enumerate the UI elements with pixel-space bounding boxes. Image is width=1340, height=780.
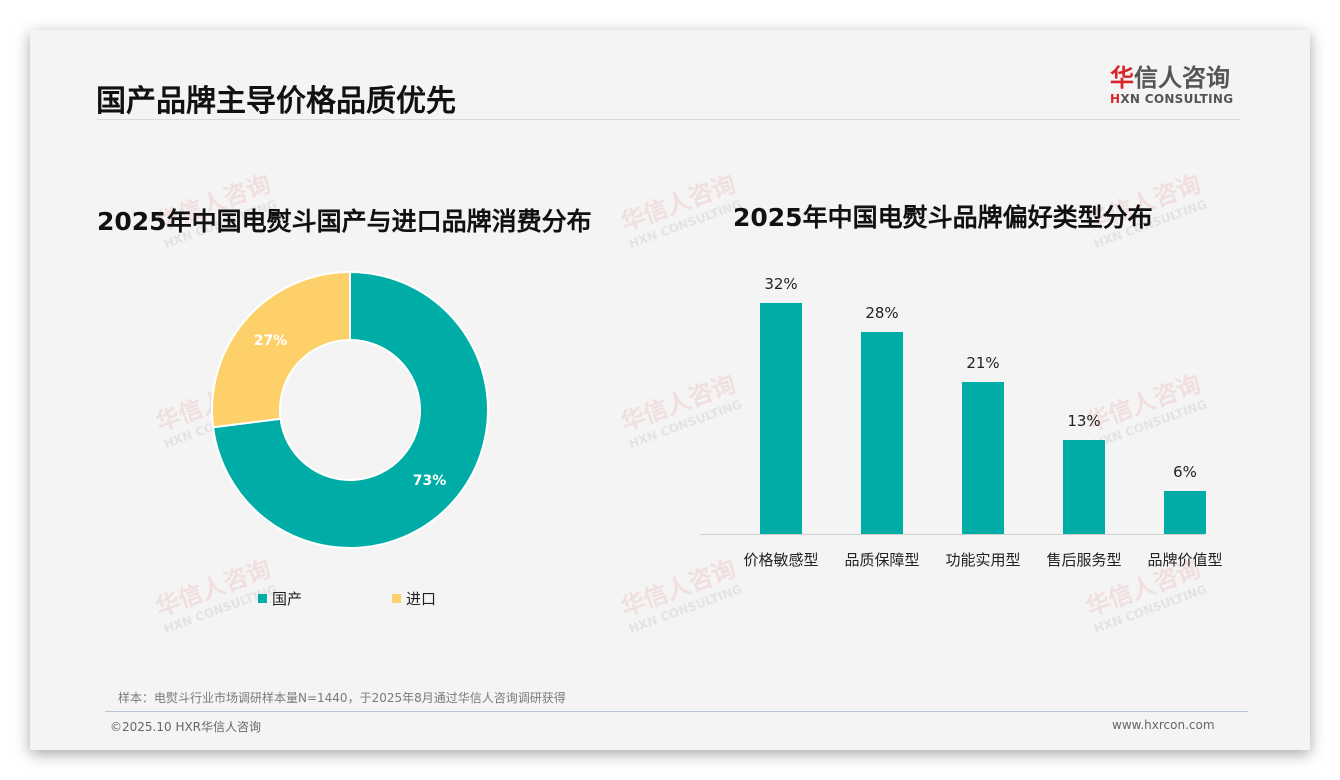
logo-chinese-first: 华 [1110, 64, 1134, 92]
bar-chart-title: 2025年中国电熨斗品牌偏好类型分布 [733, 203, 1153, 232]
company-logo: 华信人咨询 HXN CONSULTING [1110, 64, 1240, 106]
bar [760, 303, 802, 534]
bar-chart: 32% 价格敏感型 28% 品质保障型 21% 功能实用型 13% 售后服务型 … [700, 270, 1223, 590]
bar [1164, 490, 1206, 534]
bar-category-label: 价格敏感型 [743, 551, 819, 569]
legend-item-import: 进口 [392, 588, 436, 609]
donut-chart-title: 2025年中国电熨斗国产与进口品牌消费分布 [97, 207, 592, 236]
donut-slice-label: 27% [254, 333, 288, 349]
legend-label: 国产 [272, 590, 303, 608]
donut-slice-label: 73% [413, 473, 447, 489]
bar-value-label: 13% [1067, 412, 1101, 431]
sample-note: 样本：电熨斗行业市场调研样本量N=1440，于2025年8月通过华信人咨询调研获… [118, 691, 566, 705]
logo-english: HXN CONSULTING [1110, 92, 1240, 106]
slide-card: 国产品牌主导价格品质优先 华信人咨询 HXN CONSULTING 华信人咨询 H… [30, 30, 1310, 750]
header-divider [97, 119, 1240, 120]
bar-category-label: 售后服务型 [1046, 551, 1122, 569]
bar-value-label: 28% [865, 303, 899, 322]
donut-slice [211, 270, 489, 549]
bar [962, 382, 1004, 534]
legend-item-domestic: 国产 [258, 588, 302, 609]
logo-chinese: 华信人咨询 [1110, 64, 1240, 92]
logo-english-first: H [1110, 92, 1121, 106]
bar-category-label: 品质保障型 [844, 551, 920, 569]
logo-chinese-rest: 信人咨询 [1134, 64, 1230, 92]
footer-divider [105, 711, 1248, 712]
x-axis-line [700, 534, 1205, 535]
legend-swatch-yellow [392, 594, 401, 603]
bar-value-label: 32% [764, 275, 798, 293]
legend-label: 进口 [406, 590, 437, 608]
bar [861, 331, 903, 534]
page-title: 国产品牌主导价格品质优先 [96, 84, 456, 119]
donut-chart: 73% 27% [210, 270, 490, 550]
bar-value-label: 6% [1173, 462, 1197, 481]
donut-svg: 73% 27% [211, 270, 489, 549]
copyright: ©2025.10 HXR华信人咨询 [110, 720, 262, 734]
bar-category-label: 品牌价值型 [1147, 551, 1223, 569]
website-link[interactable]: www.hxrcon.com [1112, 718, 1215, 732]
bar-value-label: 21% [966, 354, 1000, 373]
donut-slice [211, 270, 351, 429]
bar [1063, 440, 1105, 534]
bar-category-label: 功能实用型 [945, 551, 1021, 569]
legend-swatch-teal [258, 594, 267, 603]
logo-english-rest: XN CONSULTING [1120, 92, 1234, 106]
